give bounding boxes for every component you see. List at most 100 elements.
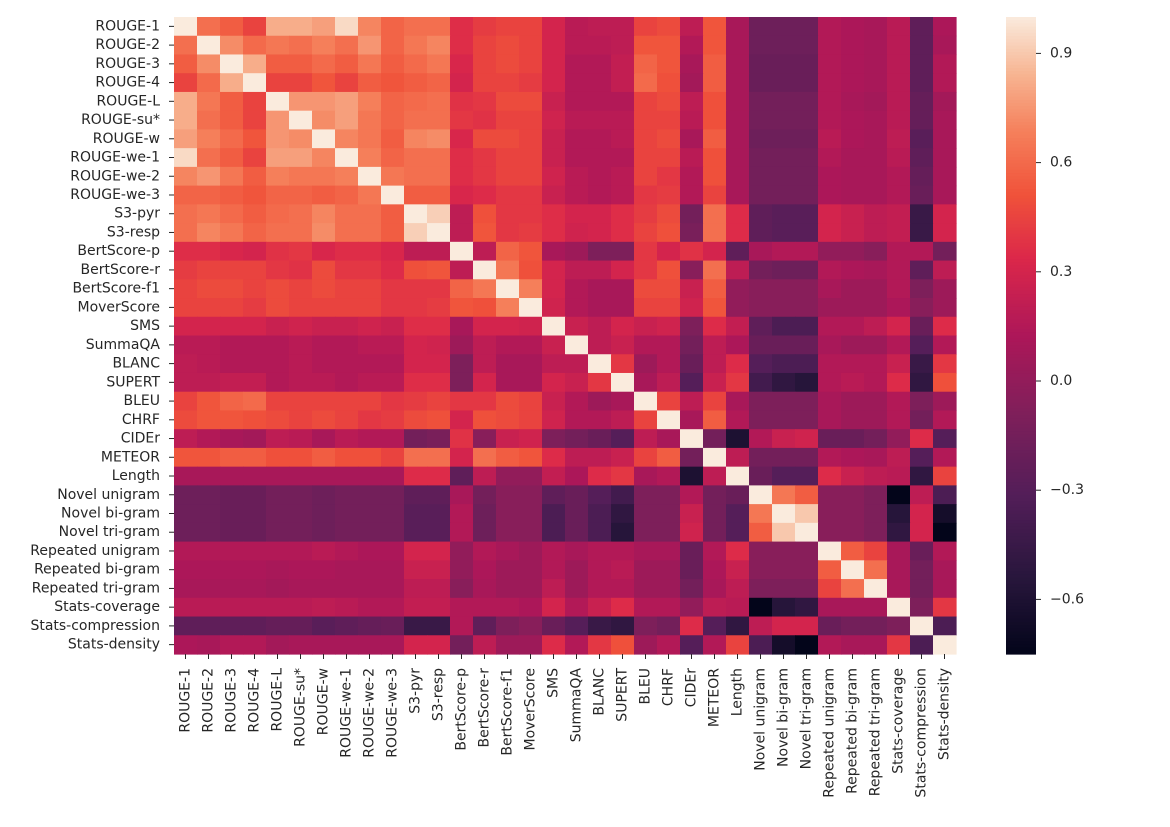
heatmap-cell <box>335 447 359 468</box>
colorbar-segment <box>1006 313 1036 317</box>
heatmap-cell <box>657 635 681 655</box>
heatmap-cell <box>335 17 359 37</box>
heatmap-cell <box>565 316 589 337</box>
heatmap-cell <box>542 35 566 56</box>
heatmap-cell <box>726 597 750 618</box>
heatmap-cell <box>220 17 244 37</box>
heatmap-cell <box>243 372 267 393</box>
heatmap-cell <box>657 91 681 112</box>
colorbar-segment <box>1006 55 1036 60</box>
heatmap-cell <box>864 522 888 543</box>
heatmap-cell <box>266 597 290 618</box>
heatmap-cell <box>611 485 635 505</box>
heatmap-cell <box>358 335 382 355</box>
heatmap-cell <box>887 354 911 374</box>
heatmap-cell <box>427 616 451 636</box>
heatmap-cell <box>174 91 198 112</box>
heatmap-cell <box>749 541 773 561</box>
heatmap-cell <box>519 372 543 393</box>
heatmap-cell <box>703 560 727 580</box>
heatmap-cell <box>542 579 566 599</box>
heatmap-cell <box>220 616 244 636</box>
heatmap-cell <box>197 148 221 168</box>
colorbar-segment <box>1006 507 1036 512</box>
heatmap-cell <box>841 223 865 243</box>
heatmap-cell <box>795 541 819 561</box>
colorbar-segment <box>1006 306 1036 311</box>
heatmap-cell <box>289 485 313 505</box>
heatmap-cell <box>266 241 290 262</box>
colorbar-segment <box>1006 20 1036 24</box>
heatmap-cell <box>611 616 635 636</box>
heatmap-cell <box>864 129 888 149</box>
heatmap-cell <box>864 485 888 505</box>
colorbar-segment <box>1006 622 1036 626</box>
heatmap-cell <box>427 335 451 355</box>
heatmap-cell <box>312 635 336 655</box>
heatmap-cell <box>174 110 198 131</box>
colorbar-segment <box>1006 290 1036 295</box>
heatmap-cell <box>726 391 750 412</box>
heatmap-cell <box>611 54 635 74</box>
heatmap-cell <box>864 635 888 655</box>
y-tick-label: BLEU <box>124 393 161 409</box>
heatmap-cell <box>565 185 589 205</box>
heatmap-cell <box>542 204 566 224</box>
heatmap-cell <box>381 35 405 56</box>
heatmap-cell <box>680 35 704 56</box>
heatmap-cell <box>519 597 543 618</box>
heatmap-cell <box>611 35 635 56</box>
heatmap-cell <box>841 35 865 56</box>
heatmap-cell <box>289 166 313 187</box>
heatmap-cell <box>450 166 474 187</box>
heatmap-cell <box>496 148 520 168</box>
colorbar-segment <box>1006 236 1036 241</box>
heatmap-cell <box>588 185 612 205</box>
heatmap-cell <box>611 73 635 93</box>
heatmap-cell <box>404 579 428 599</box>
colorbar-segment <box>1006 548 1036 553</box>
heatmap-cell <box>726 298 750 318</box>
colorbar-segment <box>1006 103 1036 107</box>
colorbar-segment <box>1006 322 1036 327</box>
heatmap-cell <box>726 73 750 93</box>
colorbar-segment <box>1006 383 1036 388</box>
heatmap-cell <box>473 241 497 262</box>
colorbar-segment <box>1006 179 1036 184</box>
colorbar-segment <box>1006 408 1036 413</box>
heatmap-cell <box>496 504 520 524</box>
colorbar-segment <box>1006 281 1036 286</box>
heatmap-cell <box>450 335 474 355</box>
colorbar-segment <box>1006 555 1036 560</box>
heatmap-cell <box>887 204 911 224</box>
heatmap-cell <box>611 635 635 655</box>
heatmap-cell <box>220 241 244 262</box>
heatmap-cell <box>818 54 842 74</box>
heatmap-cell <box>772 616 796 636</box>
y-tick-label: ROUGE-we-1 <box>70 150 160 166</box>
heatmap-cell <box>266 372 290 393</box>
heatmap-cell <box>772 279 796 299</box>
heatmap-cell <box>404 410 428 430</box>
heatmap-cell <box>312 279 336 299</box>
heatmap-cell <box>795 204 819 224</box>
colorbar-segment <box>1006 262 1036 267</box>
x-tick-label: Length <box>730 668 746 716</box>
heatmap-cell <box>841 579 865 599</box>
heatmap-cell <box>473 447 497 468</box>
heatmap-cell <box>726 316 750 337</box>
heatmap-cell <box>289 579 313 599</box>
heatmap-cell <box>749 110 773 131</box>
colorbar-segment <box>1006 217 1036 222</box>
heatmap-cell <box>450 316 474 337</box>
heatmap-cell <box>220 391 244 412</box>
heatmap-cell <box>542 335 566 355</box>
heatmap-cell <box>542 485 566 505</box>
heatmap-cell <box>243 316 267 337</box>
heatmap-cell <box>220 204 244 224</box>
heatmap-cell <box>450 372 474 393</box>
heatmap-cell <box>887 35 911 56</box>
colorbar-segment <box>1006 357 1036 362</box>
heatmap-cell <box>749 129 773 149</box>
heatmap-cell <box>220 54 244 74</box>
